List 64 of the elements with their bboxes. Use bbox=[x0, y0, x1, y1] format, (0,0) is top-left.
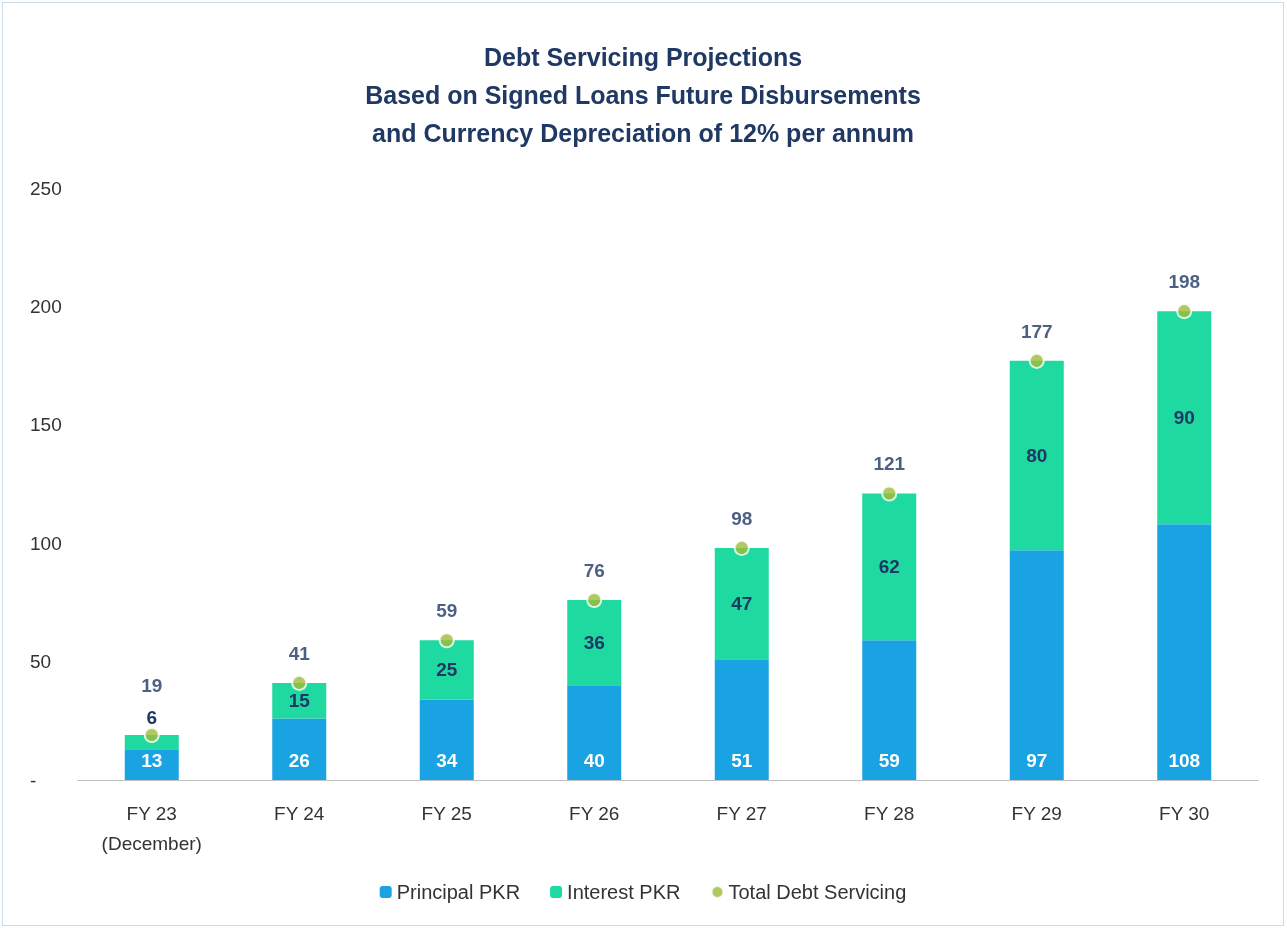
data-label: 51 bbox=[731, 750, 753, 771]
y-tick-label: 50 bbox=[30, 651, 52, 673]
bar bbox=[124, 749, 179, 780]
y-tick-label: 150 bbox=[30, 414, 62, 436]
point bbox=[1176, 303, 1193, 320]
point bbox=[1028, 352, 1045, 369]
bar bbox=[272, 718, 327, 780]
data-label: 62 bbox=[878, 556, 900, 578]
x-tick-label: FY 30 bbox=[1159, 802, 1210, 824]
x-tick-label: FY 28 bbox=[864, 802, 915, 824]
y-tick-label: 200 bbox=[30, 295, 62, 317]
bar bbox=[862, 493, 917, 641]
data-label: 90 bbox=[1173, 407, 1195, 429]
x-tick-label: FY 24 bbox=[274, 802, 325, 824]
data-label: 26 bbox=[288, 750, 310, 771]
data-label: 121 bbox=[873, 453, 906, 475]
point bbox=[586, 592, 603, 609]
data-label: 25 bbox=[436, 659, 458, 681]
point bbox=[143, 727, 160, 743]
bar bbox=[567, 685, 622, 780]
bar bbox=[714, 547, 769, 660]
data-label: 41 bbox=[288, 642, 311, 664]
x-tick-label: FY 27 bbox=[716, 802, 767, 824]
point bbox=[438, 632, 455, 649]
data-label: 15 bbox=[288, 690, 311, 712]
bar bbox=[419, 699, 474, 780]
point bbox=[291, 674, 308, 691]
data-label: 59 bbox=[878, 750, 900, 771]
bar bbox=[862, 640, 917, 780]
x-tick-label: FY 26 bbox=[569, 802, 620, 824]
x-tick-label: FY 25 bbox=[421, 802, 472, 824]
point bbox=[733, 539, 750, 556]
bar bbox=[1157, 524, 1212, 780]
data-label: 19 bbox=[141, 675, 163, 697]
y-tick-label: 250 bbox=[30, 177, 62, 199]
data-label: 47 bbox=[731, 593, 753, 615]
data-label: 36 bbox=[583, 632, 605, 654]
bar bbox=[1009, 360, 1064, 551]
data-label: 198 bbox=[1168, 271, 1201, 293]
data-label: 97 bbox=[1026, 750, 1048, 771]
legend-label: Total Debt Servicing bbox=[728, 881, 907, 903]
legend-label: Interest PKR bbox=[567, 881, 681, 903]
bar bbox=[567, 600, 622, 686]
x-tick-label: FY 23 (December) bbox=[101, 802, 202, 854]
bar bbox=[1009, 550, 1064, 780]
x-tick-label: FY 29 bbox=[1011, 802, 1062, 824]
point bbox=[881, 485, 898, 502]
data-label: 34 bbox=[436, 750, 458, 771]
data-label: 59 bbox=[436, 600, 458, 622]
data-label: 177 bbox=[1020, 320, 1053, 342]
bar bbox=[1157, 311, 1212, 525]
legend-label: Principal PKR bbox=[396, 881, 521, 903]
data-label: 76 bbox=[583, 560, 605, 582]
data-label: 13 bbox=[141, 750, 163, 771]
data-label: 40 bbox=[583, 750, 605, 771]
y-tick-label: - bbox=[30, 769, 37, 791]
chart-title: Debt Servicing Projections Based on Signed Loans Future Disbursements and Currency Depreciation of 12% per annum bbox=[365, 43, 921, 147]
y-tick-label: 100 bbox=[30, 532, 62, 554]
bar bbox=[714, 659, 769, 780]
data-label: 98 bbox=[731, 507, 753, 529]
data-label: 80 bbox=[1026, 445, 1048, 467]
bar bbox=[419, 640, 474, 700]
data-label: 6 bbox=[146, 707, 158, 729]
data-label: 108 bbox=[1168, 750, 1201, 771]
